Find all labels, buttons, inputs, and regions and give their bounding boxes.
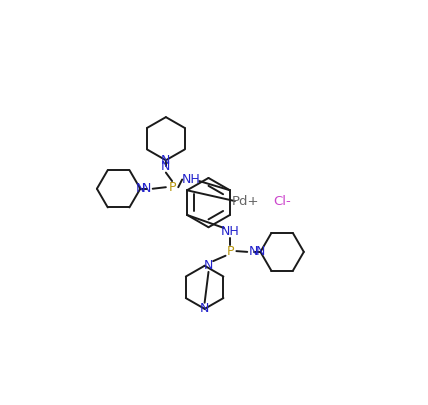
Text: Pd+: Pd+ <box>232 194 259 207</box>
Text: N: N <box>161 160 171 173</box>
Text: N: N <box>161 154 171 167</box>
Text: N: N <box>204 259 213 272</box>
Text: N: N <box>142 182 151 195</box>
Text: P: P <box>226 245 234 258</box>
Text: NH: NH <box>182 173 201 186</box>
Text: Cl-: Cl- <box>273 194 291 207</box>
Text: N: N <box>136 182 145 195</box>
Text: N: N <box>200 303 209 315</box>
Text: N: N <box>249 245 258 258</box>
Text: N: N <box>256 245 265 258</box>
Text: P: P <box>168 181 176 194</box>
Text: NH: NH <box>221 225 240 239</box>
